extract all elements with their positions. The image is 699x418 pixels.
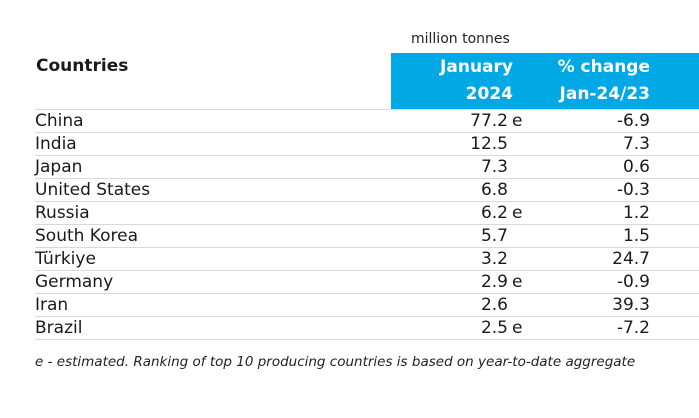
table-row: Iran 2.6 39.3	[35, 294, 699, 317]
country-cell: United States	[35, 180, 151, 200]
table-row: South Korea 5.7 1.5	[35, 225, 699, 248]
countries-column-header: Countries	[36, 56, 129, 76]
table-row: Brazil 2.5 e -7.2	[35, 317, 699, 340]
estimate-flag: e	[512, 318, 523, 338]
estimate-flag: e	[512, 203, 523, 223]
january-header-line1: January	[440, 57, 513, 77]
production-cell: 7.3	[480, 157, 508, 177]
change-cell: 24.7	[612, 249, 650, 269]
country-cell: Russia	[35, 203, 90, 223]
footnote: e - estimated. Ranking of top 10 produci…	[35, 354, 636, 370]
estimate-flag: e	[512, 272, 523, 292]
production-cell: 2.5	[480, 318, 508, 338]
production-cell: 77.2	[470, 111, 508, 131]
change-cell: 39.3	[612, 295, 650, 315]
change-header-line1: % change	[557, 57, 650, 77]
production-cell: 6.2	[480, 203, 508, 223]
change-cell: 0.6	[622, 157, 650, 177]
country-cell: Iran	[35, 295, 69, 315]
table-body: China 77.2 e -6.9 India 12.5 7.3 Japan 7…	[35, 109, 699, 340]
change-header-line2: Jan-24/23	[559, 84, 650, 104]
production-cell: 5.7	[480, 226, 508, 246]
change-cell: 7.3	[622, 134, 650, 154]
january-header-line2: 2024	[465, 84, 513, 104]
change-cell: -7.2	[616, 318, 650, 338]
production-cell: 2.6	[480, 295, 508, 315]
country-cell: India	[35, 134, 77, 154]
change-cell: -6.9	[616, 111, 650, 131]
change-cell: 1.5	[622, 226, 650, 246]
country-cell: Türkiye	[35, 249, 96, 269]
production-cell: 12.5	[470, 134, 508, 154]
country-cell: South Korea	[35, 226, 139, 246]
table-row: China 77.2 e -6.9	[35, 109, 699, 133]
estimate-flag: e	[512, 111, 523, 131]
unit-label: million tonnes	[411, 31, 510, 47]
header-band: January 2024 % change Jan-24/23	[391, 53, 699, 109]
table-row: Japan 7.3 0.6	[35, 156, 699, 179]
country-cell: Brazil	[35, 318, 83, 338]
country-cell: Japan	[35, 157, 83, 177]
production-cell: 2.9	[480, 272, 508, 292]
table-row: India 12.5 7.3	[35, 133, 699, 156]
change-cell: -0.9	[616, 272, 650, 292]
table-row: Russia 6.2 e 1.2	[35, 202, 699, 225]
production-cell: 3.2	[480, 249, 508, 269]
country-cell: Germany	[35, 272, 114, 292]
table-row: United States 6.8 -0.3	[35, 179, 699, 202]
country-cell: China	[35, 111, 84, 131]
production-cell: 6.8	[480, 180, 508, 200]
table-row: Türkiye 3.2 24.7	[35, 248, 699, 271]
table-row: Germany 2.9 e -0.9	[35, 271, 699, 294]
change-cell: 1.2	[622, 203, 650, 223]
change-cell: -0.3	[616, 180, 650, 200]
